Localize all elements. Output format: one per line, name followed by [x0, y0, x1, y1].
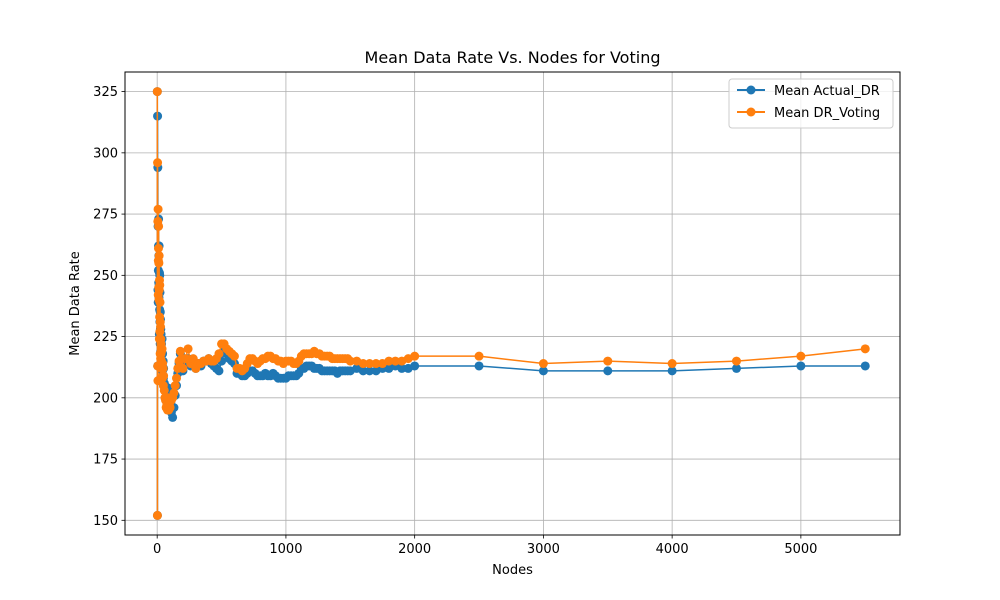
data-point-mean-actual-dr	[365, 366, 375, 376]
legend: Mean Actual_DR Mean DR_Voting	[728, 78, 894, 129]
y-tick-label: 175	[93, 453, 118, 468]
data-point-mean-dr-voting	[155, 297, 165, 307]
y-tick-label: 150	[93, 514, 118, 529]
data-point-mean-dr-voting	[358, 359, 368, 369]
data-point-mean-dr-voting	[158, 363, 168, 373]
data-point-mean-dr-voting	[154, 251, 164, 261]
plot-frame	[124, 71, 901, 536]
data-point-mean-dr-voting	[154, 221, 164, 231]
data-point-mean-dr-voting	[390, 356, 400, 366]
data-point-mean-dr-voting	[172, 373, 181, 383]
data-point-mean-actual-dr	[538, 366, 548, 376]
axis-ticks: 0 1000 2000 3000 4000 5000 150 175 200 225 250 275 3…	[93, 85, 817, 557]
legend-label-voting: Mean DR_Voting	[774, 106, 880, 121]
data-point-mean-actual-dr	[667, 366, 677, 376]
data-point-mean-dr-voting	[153, 204, 163, 214]
data-point-mean-dr-voting	[153, 243, 163, 253]
y-tick-label: 225	[93, 330, 118, 345]
data-point-mean-dr-voting	[152, 87, 162, 97]
data-point-mean-dr-voting	[153, 158, 163, 168]
y-tick-label: 275	[93, 208, 118, 223]
data-point-mean-dr-voting	[170, 381, 180, 391]
legend-label-actual: Mean Actual_DR	[774, 84, 880, 99]
data-point-mean-dr-voting	[860, 344, 870, 354]
data-point-mean-dr-voting	[157, 344, 167, 354]
data-point-mean-actual-dr	[732, 363, 741, 373]
data-point-mean-dr-voting	[345, 356, 355, 366]
data-point-mean-actual-dr	[168, 412, 178, 422]
data-point-mean-dr-voting	[538, 359, 548, 369]
legend-marker-voting	[746, 107, 756, 117]
y-tick-label: 250	[93, 269, 118, 284]
data-point-mean-dr-voting	[732, 356, 741, 366]
data-point-mean-dr-voting	[667, 359, 677, 369]
data-point-mean-dr-voting	[384, 356, 394, 366]
y-tick-label: 300	[93, 146, 118, 161]
data-point-mean-actual-dr	[410, 361, 420, 371]
data-point-mean-actual-dr	[860, 361, 870, 371]
data-point-mean-dr-voting	[229, 351, 239, 361]
data-point-mean-actual-dr	[796, 361, 806, 371]
data-point-mean-dr-voting	[175, 346, 185, 356]
data-point-mean-dr-voting	[603, 356, 613, 366]
data-point-mean-dr-voting	[152, 510, 162, 520]
data-point-mean-dr-voting	[214, 349, 224, 359]
legend-marker-actual	[746, 85, 756, 95]
data-point-mean-actual-dr	[603, 366, 613, 376]
data-point-mean-dr-voting	[165, 403, 175, 413]
data-point-mean-actual-dr	[474, 361, 484, 371]
y-tick-label: 325	[93, 85, 118, 100]
y-axis-label: Mean Data Rate	[68, 251, 83, 356]
data-point-mean-dr-voting	[410, 351, 420, 361]
data-point-mean-dr-voting	[796, 351, 806, 361]
data-point-mean-dr-voting	[159, 385, 169, 395]
data-point-mean-dr-voting	[371, 359, 381, 369]
grid	[125, 72, 900, 535]
data-point-mean-dr-voting	[155, 280, 165, 290]
x-tick-label: 3000	[527, 542, 560, 557]
x-tick-label: 2000	[398, 542, 431, 557]
x-axis-label: Nodes	[492, 563, 533, 578]
x-tick-label: 1000	[269, 542, 302, 557]
data-point-mean-dr-voting	[169, 388, 179, 398]
data-point-mean-actual-dr	[358, 366, 368, 376]
data-point-mean-dr-voting	[474, 351, 484, 361]
data-point-mean-dr-voting	[183, 344, 193, 354]
data-point-mean-dr-voting	[154, 258, 164, 268]
legend-box	[728, 78, 894, 129]
data-point-mean-actual-dr	[397, 363, 407, 373]
data-point-mean-dr-voting	[156, 322, 166, 332]
data-point-mean-dr-voting	[178, 363, 188, 373]
series-layer	[152, 87, 870, 520]
data-point-mean-actual-dr	[214, 366, 224, 376]
data-point-mean-dr-voting	[365, 359, 375, 369]
chart-title: Mean Data Rate Vs. Nodes for Voting	[365, 48, 661, 67]
x-tick-label: 0	[153, 542, 161, 557]
y-tick-label: 200	[93, 391, 118, 406]
series-mean-dr-voting	[152, 87, 870, 520]
x-tick-label: 4000	[656, 542, 689, 557]
x-tick-label: 5000	[784, 542, 817, 557]
data-point-mean-dr-voting	[159, 371, 169, 381]
